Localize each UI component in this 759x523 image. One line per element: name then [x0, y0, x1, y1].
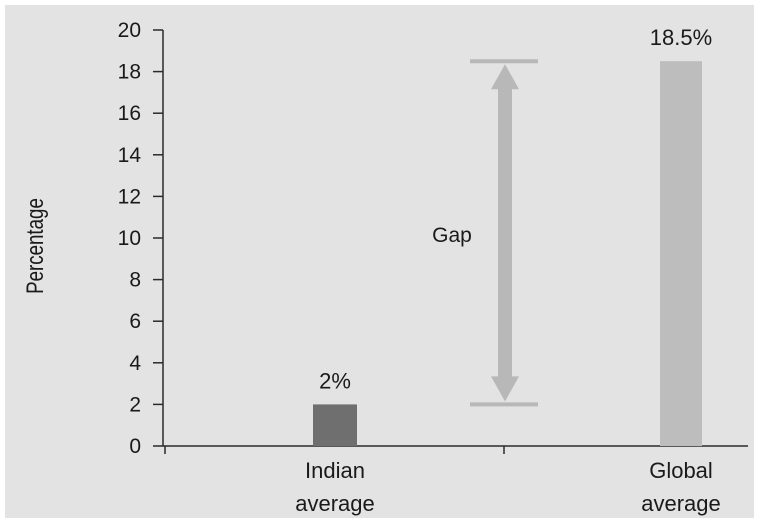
- bar-value-label: 2%: [319, 368, 351, 393]
- y-tick-label: 10: [118, 227, 141, 250]
- gap-arrow-down-head: [491, 376, 519, 402]
- plot-background: [5, 5, 754, 518]
- y-tick-label: 20: [118, 19, 141, 42]
- y-tick-label: 18: [118, 61, 141, 84]
- y-tick-label: 4: [129, 352, 141, 375]
- bars: [313, 61, 702, 446]
- y-tick-label: 0: [129, 435, 141, 458]
- gap-arrow-shaft: [498, 87, 512, 379]
- bar-value-label: 18.5%: [650, 25, 712, 50]
- y-tick-label: 12: [118, 185, 141, 208]
- gap-label: Gap: [432, 224, 472, 247]
- gap-arrow-up-head: [491, 64, 519, 90]
- bar: [660, 61, 702, 446]
- data-labels: 2% 18.5%: [319, 25, 712, 393]
- y-axis-title: Percentage: [22, 198, 49, 294]
- x-category-label: Global: [649, 458, 713, 483]
- y-tick-label: 6: [129, 310, 141, 333]
- y-axis: 0 2 4 6 8 10 12 14 16 18 20: [118, 19, 164, 458]
- x-category-label: average: [295, 491, 375, 516]
- x-category-label: average: [641, 491, 721, 516]
- gap-annotation: Gap: [432, 59, 538, 407]
- x-axis: Indian average Global average: [163, 445, 748, 516]
- y-tick-label: 8: [129, 269, 141, 292]
- y-tick-label: 2: [129, 393, 141, 416]
- x-category-label: Indian: [305, 458, 365, 483]
- y-tick-label: 14: [118, 144, 142, 167]
- bar: [313, 404, 357, 446]
- y-tick-label: 16: [118, 102, 141, 125]
